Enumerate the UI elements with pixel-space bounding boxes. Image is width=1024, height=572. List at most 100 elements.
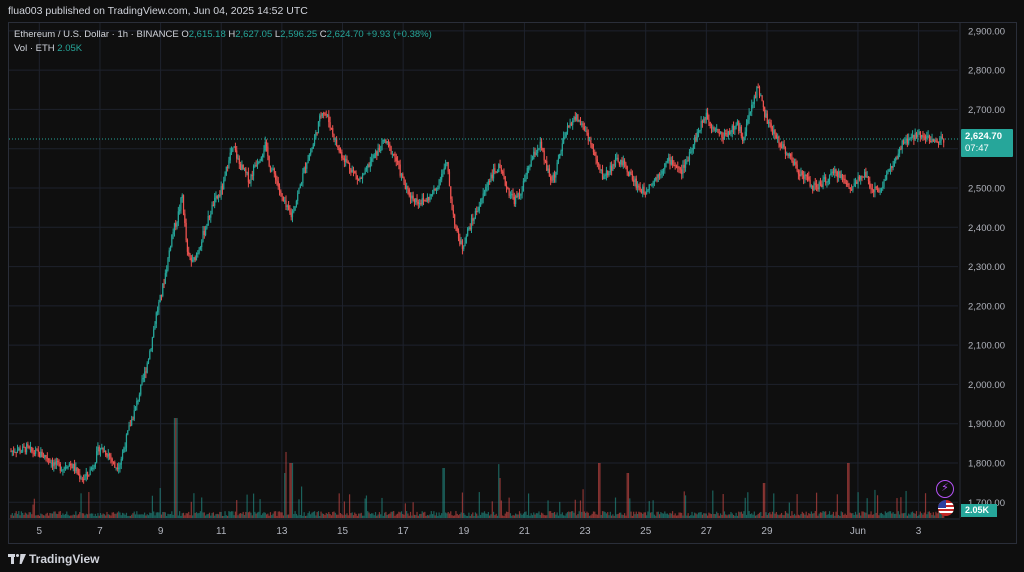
volume-bar	[849, 512, 851, 518]
candle-body	[655, 177, 657, 181]
candle-body	[399, 164, 401, 176]
candle-body	[265, 141, 268, 147]
volume-bar	[374, 512, 377, 518]
candle-body	[908, 138, 910, 144]
candle-body	[472, 218, 474, 221]
symbol-description[interactable]: Ethereum / U.S. Dollar · 1h · BINANCE	[14, 29, 179, 40]
volume-bar	[123, 513, 125, 518]
volume-bar	[588, 515, 591, 518]
volume-bar	[783, 515, 785, 518]
us-flag-icon[interactable]	[938, 500, 954, 516]
volume-bar	[604, 511, 606, 518]
volume-bar	[525, 511, 527, 518]
candle-body	[889, 165, 892, 170]
volume-bar	[569, 512, 571, 518]
volume-bar	[808, 513, 810, 518]
candle-body	[194, 257, 196, 261]
volume-bar	[10, 514, 12, 518]
volume-bar	[852, 513, 854, 518]
volume-bar	[509, 513, 512, 518]
candle-body	[861, 175, 863, 177]
candle-body	[129, 425, 131, 427]
candle-body	[529, 166, 531, 168]
volume-bar	[334, 512, 336, 518]
candle-body	[730, 132, 732, 134]
lightning-icon[interactable]: ⚡	[936, 480, 954, 498]
candle-body	[751, 104, 753, 112]
candle-body	[415, 198, 417, 203]
candle-body	[809, 179, 811, 187]
volume-bar	[156, 512, 159, 518]
candle-body	[766, 113, 768, 124]
candle-body	[521, 191, 523, 195]
candle-body	[617, 157, 619, 162]
volume-bar	[773, 493, 775, 518]
volume-bar	[879, 513, 881, 518]
volume-bar	[456, 513, 458, 518]
candle-body	[363, 174, 365, 176]
volume-bar	[443, 468, 445, 518]
volume-bar	[635, 511, 637, 518]
candle-body	[498, 164, 500, 173]
candle-body	[819, 182, 822, 185]
candle-body	[193, 257, 195, 260]
volume-bar	[80, 493, 82, 518]
candle-body	[931, 138, 933, 142]
candle-body	[159, 294, 161, 302]
volume-label[interactable]: Vol · ETH	[14, 43, 55, 54]
candle-body	[245, 168, 247, 173]
tradingview-logo[interactable]: TradingView	[8, 552, 99, 566]
candle-body	[215, 196, 217, 198]
candle-body	[162, 283, 164, 297]
volume-bar	[169, 514, 172, 518]
volume-bar	[237, 515, 239, 518]
candle-body	[333, 134, 335, 140]
candle-body	[849, 187, 851, 190]
volume-bar	[623, 513, 626, 518]
volume-bar	[674, 513, 676, 518]
volume-bar	[420, 513, 422, 518]
volume-bar	[162, 512, 164, 518]
candle-body	[784, 147, 787, 154]
candle-body	[917, 134, 919, 138]
volume-bar	[395, 514, 397, 518]
volume-bar	[299, 514, 301, 518]
candle-body	[560, 151, 562, 154]
candle-body	[430, 194, 432, 196]
candle-body	[402, 173, 404, 178]
volume-bar	[888, 511, 890, 518]
candle-body	[686, 160, 688, 162]
candle-body	[550, 176, 552, 180]
volume-bar	[481, 512, 483, 518]
candle-body	[803, 175, 805, 179]
y-tick-label: 1,900.00	[968, 419, 1005, 430]
volume-bar	[437, 515, 439, 518]
candle-body	[76, 467, 78, 474]
candle-body	[134, 406, 137, 411]
candle-body	[164, 273, 166, 284]
volume-bar	[241, 513, 243, 518]
volume-bar	[107, 514, 109, 518]
candle-body	[429, 195, 431, 201]
candle-body	[329, 122, 331, 129]
x-tick-label: 7	[97, 526, 103, 537]
candle-body	[237, 158, 239, 160]
volume-bar	[343, 501, 345, 518]
volume-bar	[740, 511, 742, 518]
volume-bar	[928, 511, 931, 518]
candle-body	[108, 454, 111, 456]
volume-bar	[755, 515, 757, 518]
candle-body	[107, 454, 109, 457]
volume-value: 2.05K	[57, 43, 83, 54]
volume-bar	[408, 515, 410, 518]
candle-body	[804, 174, 806, 179]
volume-bar	[744, 497, 746, 518]
volume-bar	[779, 514, 781, 518]
candle-body	[378, 147, 381, 151]
candle-body	[770, 123, 772, 129]
volume-bar	[42, 515, 45, 518]
volume-bar	[630, 511, 632, 518]
candle-body	[350, 168, 352, 173]
candle-body	[769, 122, 771, 124]
